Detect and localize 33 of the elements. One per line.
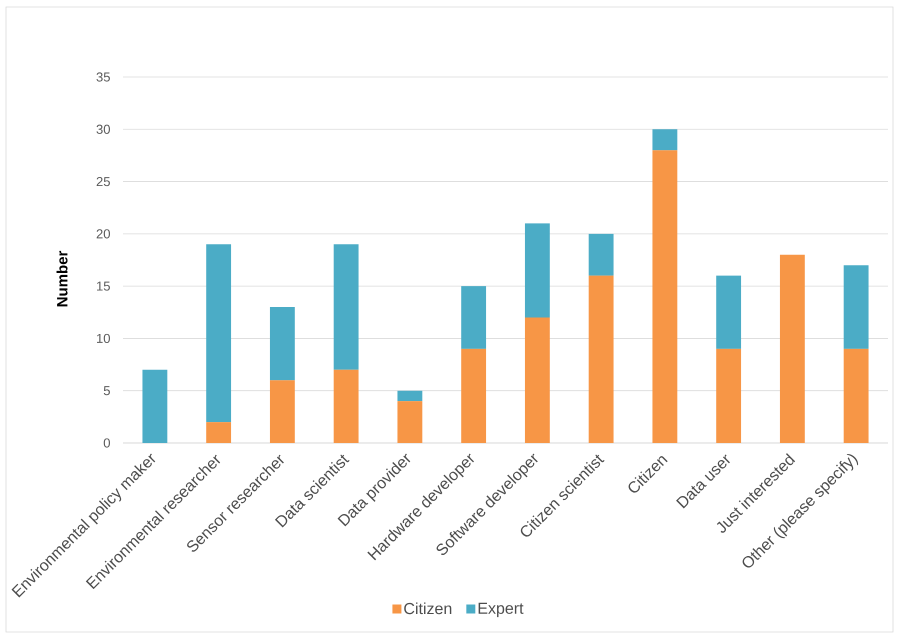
bar [397,390,422,402]
y-tick-label: 5 [104,386,110,396]
y-tick-label: 25 [96,176,110,186]
bar [334,244,359,370]
bar [652,129,678,150]
y-axis-title: Number [56,250,68,306]
bar [844,265,869,349]
bar [716,348,742,443]
bar [780,254,805,443]
bar [524,223,550,318]
bar [461,348,486,443]
bar [206,422,232,443]
bar [588,276,614,443]
bar [461,286,486,349]
y-tick-label: 30 [96,124,110,134]
bar [142,370,168,443]
y-tick-label: 10 [97,334,110,344]
bar [206,244,232,422]
y-tick-label: 0 [104,438,110,448]
y-tick-label: 35 [96,72,110,82]
y-tick-label: 20 [96,229,110,238]
bar [270,380,295,443]
bar [844,348,869,443]
bar [652,150,678,443]
bar [588,234,614,276]
bar [334,370,359,443]
legend-label: Citizen [404,602,452,614]
legend-label: Expert [478,602,524,618]
bar [524,318,550,443]
bar [270,307,295,380]
y-tick-label: 15 [97,282,110,291]
bar [716,276,742,349]
bar [397,401,422,443]
